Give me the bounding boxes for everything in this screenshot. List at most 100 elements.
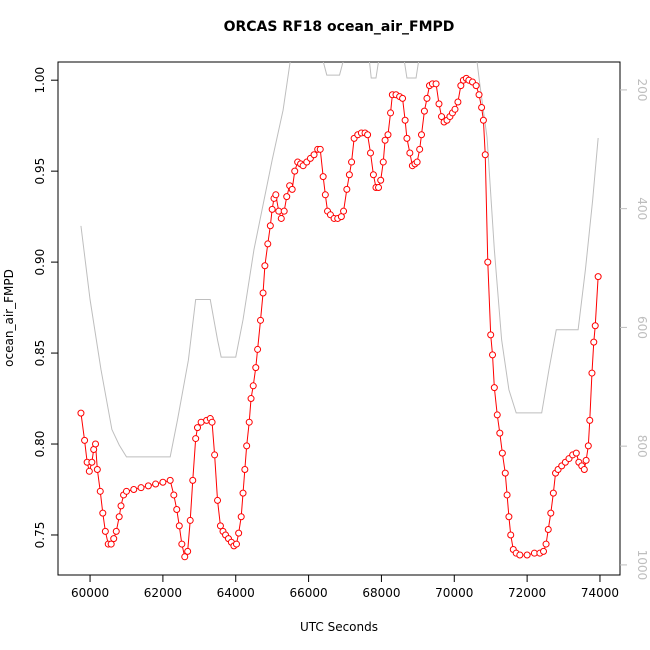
point [319,173,327,181]
point [175,522,183,530]
point [115,513,123,521]
point [232,540,240,548]
point [241,465,249,473]
point [189,476,197,484]
point [193,424,201,432]
plot-frame [57,61,621,576]
point [277,214,285,222]
point [316,145,324,153]
point [159,478,167,486]
point [264,240,272,248]
point [540,547,548,555]
point [379,158,387,166]
point [170,491,178,499]
plot-area [77,62,602,561]
y-axis-label: ocean_air_FMPD [2,269,16,367]
point [93,465,101,473]
point [152,480,160,488]
point [475,91,483,99]
point [457,82,465,90]
point [416,145,424,153]
point [403,134,411,142]
point [235,529,243,537]
y-tick-label: 1.00 [33,67,47,94]
point [268,205,276,213]
y2-tick-label: 800 [635,435,649,458]
point [345,171,353,179]
point [214,496,222,504]
point [310,151,318,159]
point [208,418,216,426]
x-tick-label: 74000 [581,586,619,600]
point [144,482,152,490]
point [186,516,194,524]
point [523,551,531,559]
point [493,411,501,419]
point [252,364,260,372]
point [501,469,509,477]
point [417,131,425,139]
point [399,94,407,102]
point [99,509,107,517]
point [237,513,245,521]
point [591,322,599,330]
point [92,440,100,448]
x-tick-label: 66000 [289,586,327,600]
point [288,185,296,193]
point [343,185,351,193]
point [88,458,96,466]
point [572,449,580,457]
point [423,94,431,102]
point [178,540,186,548]
point [384,131,392,139]
point [544,526,552,534]
point [472,82,480,90]
point [406,149,414,157]
y-tick-label: 0.85 [33,340,47,367]
point [261,262,269,270]
point [375,184,383,192]
x-tick-label: 72000 [508,586,546,600]
y-tick-label: 0.80 [33,431,47,458]
point [367,149,375,157]
point [435,100,443,108]
point [101,527,109,535]
point [364,131,372,139]
point [110,535,118,543]
point [85,467,93,475]
y2-tick-label: 1000 [635,550,649,581]
y2-tick-label: 200 [635,78,649,101]
point [584,442,592,450]
point [340,207,348,215]
point [481,151,489,159]
point [582,456,590,464]
y2-tick-label: 400 [635,197,649,220]
point [96,487,104,495]
point [432,80,440,88]
y-tick-label: 0.90 [33,249,47,276]
point [321,191,329,199]
point [438,113,446,121]
point [173,506,181,514]
chart-title: ORCAS RF18 ocean_air_FMPD [224,19,455,35]
point [166,476,174,484]
point [369,171,377,179]
point [498,449,506,457]
point [503,491,511,499]
x-tick-label: 70000 [435,586,473,600]
point [387,109,395,117]
point [291,167,299,175]
point [547,509,555,517]
point [181,553,189,561]
x-tick-label: 60000 [71,586,109,600]
point [420,107,428,115]
point [130,486,138,493]
y-tick-label: 0.75 [33,522,47,549]
point [377,176,385,184]
point [401,116,409,124]
point [107,540,115,548]
point [507,531,515,539]
point [413,158,421,166]
